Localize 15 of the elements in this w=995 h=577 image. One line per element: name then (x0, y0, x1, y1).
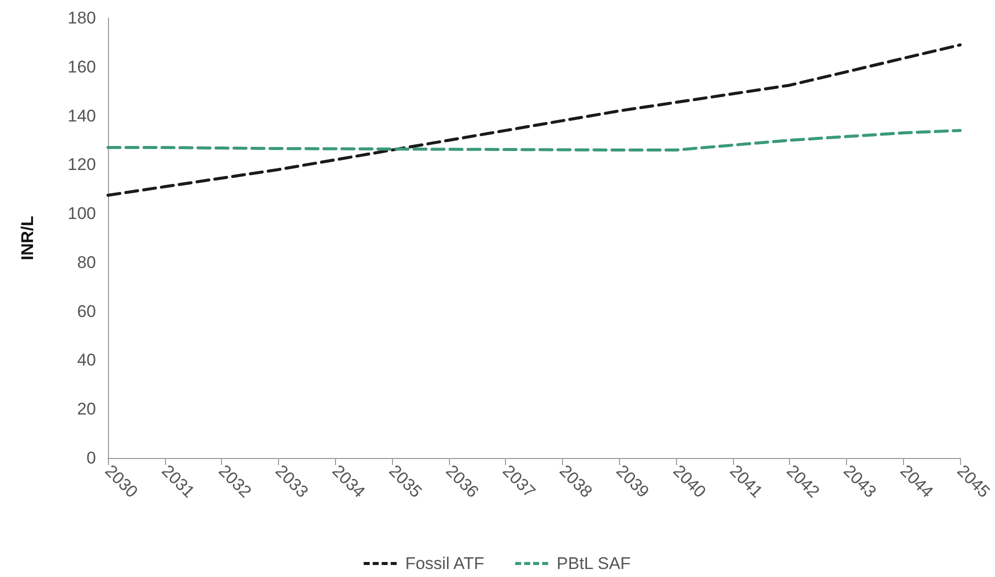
y-tick-label: 20 (77, 400, 96, 419)
y-tick-label: 80 (77, 252, 96, 272)
y-tick-label: 140 (68, 106, 96, 126)
y-tick-label: 60 (77, 302, 96, 321)
y-tick-label: 180 (68, 8, 96, 28)
legend-label: Fossil ATF (405, 554, 484, 573)
y-tick-label: 0 (86, 448, 96, 468)
legend-label: PBtL SAF (556, 554, 631, 573)
y-axis-title: INR/L (18, 216, 37, 260)
line-series (106, 43, 962, 197)
y-tick-label: 100 (68, 204, 96, 224)
y-tick-label: 160 (68, 57, 96, 76)
y-tick-label: 120 (68, 155, 96, 174)
y-tick-label: 40 (77, 350, 96, 370)
line-series (106, 128, 962, 152)
